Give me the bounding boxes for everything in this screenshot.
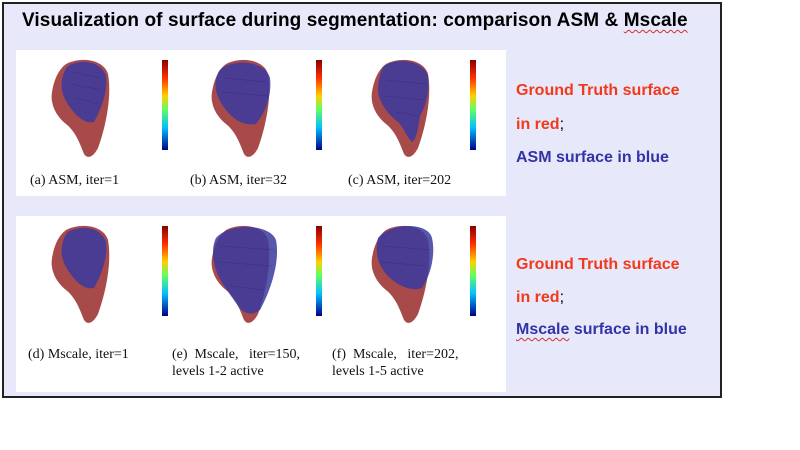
slide-title: Visualization of surface during segmenta… — [22, 10, 688, 32]
legend-top-asm-blue: ASM surface in blue — [516, 149, 669, 166]
legend-bottom-mscale-blue: Mscale surface in blue — [516, 321, 687, 339]
figure-asm-iter-32 — [186, 50, 346, 160]
caption-e: (e) Mscale, iter=150, levels 1-2 active — [172, 346, 332, 380]
caption-f-line1: (f) Mscale, iter=202, — [332, 347, 459, 362]
figure-asm-iter-202 — [346, 50, 506, 160]
legend-bottom-mscale-rest: surface in blue — [569, 321, 687, 338]
caption-d: (d) Mscale, iter=1 — [28, 346, 188, 363]
caption-d-line1: (d) Mscale, iter=1 — [28, 347, 129, 362]
caption-f: (f) Mscale, iter=202, levels 1-5 active — [332, 346, 492, 380]
legend-bottom-mscale-word: Mscale — [516, 321, 570, 338]
legend-bottom-in-red-text: in red — [516, 289, 560, 306]
figure-mscale-iter-202 — [346, 216, 506, 326]
asm-figure-panel: (a) ASM, iter=1 (b) ASM, iter=32 (c) ASM… — [16, 50, 506, 196]
caption-e-line2: levels 1-2 active — [172, 364, 264, 379]
figure-asm-iter-1 — [26, 50, 186, 160]
figure-mscale-iter-1 — [26, 216, 186, 326]
title-main-text: Visualization of surface during segmenta… — [22, 10, 624, 31]
legend-top-ground-truth: Ground Truth surface — [516, 82, 680, 99]
legend-bottom-sep: ; — [559, 289, 565, 306]
slide: Visualization of surface during segmenta… — [2, 2, 722, 398]
legend-top-in-red: in red; — [516, 116, 564, 134]
legend-bottom-in-red: in red; — [516, 289, 564, 307]
legend-top-in-red-text: in red — [516, 116, 560, 133]
figure-mscale-iter-150 — [186, 216, 346, 326]
legend-top-sep: ; — [559, 116, 565, 133]
title-mscale-word: Mscale — [623, 10, 688, 31]
caption-a: (a) ASM, iter=1 — [30, 173, 120, 188]
caption-e-line1: (e) Mscale, iter=150, — [172, 347, 301, 362]
caption-b: (b) ASM, iter=32 — [190, 173, 287, 188]
caption-f-line2: levels 1-5 active — [332, 364, 424, 379]
mscale-figure-panel: (d) Mscale, iter=1 (e) Mscale, iter=150,… — [16, 216, 506, 392]
caption-c: (c) ASM, iter=202 — [348, 173, 452, 188]
legend-bottom-ground-truth: Ground Truth surface — [516, 256, 680, 273]
